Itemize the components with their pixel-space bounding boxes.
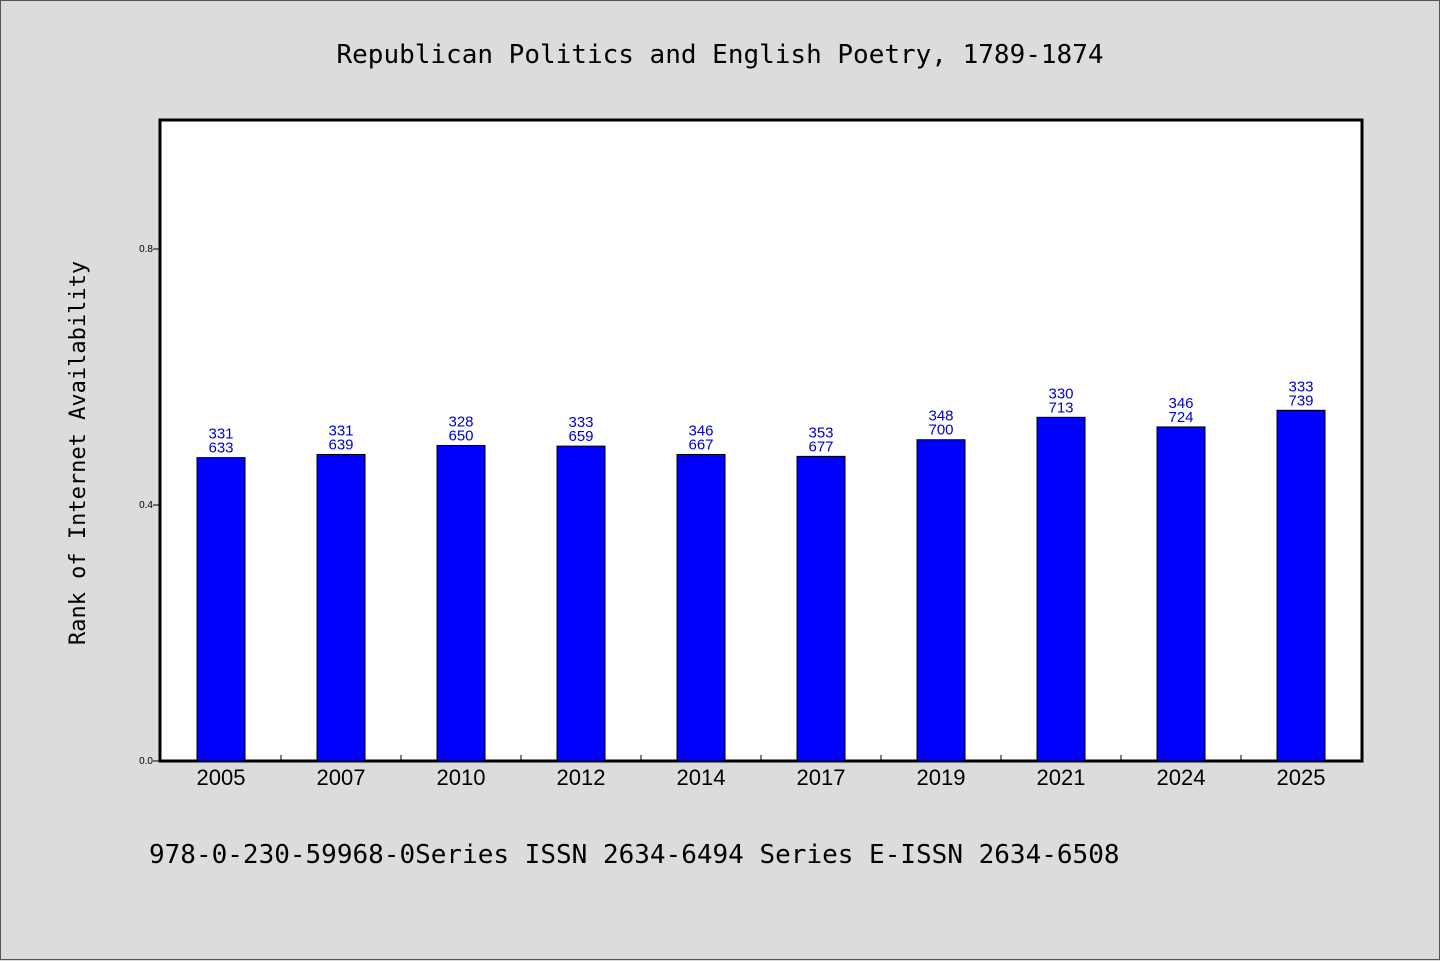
footer-text: 978-0-230-59968-0Series ISSN 2634-6494 S… [149,840,1120,870]
x-tick-label: 2007 [317,765,366,790]
bars [196,409,1326,762]
bar [796,455,846,762]
x-tick-label: 2005 [197,765,246,790]
bar [316,453,366,762]
data-label: 333 [568,414,593,431]
x-tick-label: 2010 [437,765,486,790]
bar [436,444,486,762]
y-axis: 0.0 0.4 0.8 [139,244,161,767]
data-label: 639 [328,436,353,453]
data-label: 331 [328,422,353,439]
x-tick-label: 2012 [557,765,606,790]
bar [1036,416,1086,762]
data-label: 633 [208,440,233,457]
data-label: 333 [1288,378,1313,395]
x-axis: 2005 2007 2010 2012 2014 2017 2019 2021 2024 2025 [197,755,1326,790]
data-label: 677 [808,438,833,455]
x-tick-label: 2019 [917,765,966,790]
data-label: 650 [448,427,473,444]
data-label: 346 [688,422,713,439]
bar [676,453,726,762]
data-label: 659 [568,428,593,445]
bar [916,439,966,762]
data-label: 328 [448,413,473,430]
data-label: 346 [1168,395,1193,412]
data-label: 713 [1048,399,1073,416]
chart-title: Republican Politics and English Poetry, … [336,40,1103,70]
data-label: 331 [208,426,233,443]
data-label: 330 [1048,385,1073,402]
x-tick-label: 2021 [1037,765,1086,790]
data-label: 353 [808,424,833,441]
bar [196,457,246,762]
data-label: 700 [928,422,953,439]
data-label: 739 [1288,392,1313,409]
bar [1276,409,1326,762]
y-tick-label: 0.0 [139,756,153,767]
y-axis-label: Rank of Internet Availability [66,261,91,645]
bar [1156,426,1206,762]
data-label: 348 [928,408,953,425]
x-tick-label: 2024 [1157,765,1206,790]
bar [556,445,606,762]
x-tick-label: 2025 [1277,765,1326,790]
y-tick-label: 0.4 [139,500,153,511]
data-label: 724 [1168,409,1193,426]
x-tick-label: 2017 [797,765,846,790]
data-label: 667 [688,436,713,453]
y-tick-label: 0.8 [139,244,153,255]
x-tick-label: 2014 [677,765,726,790]
